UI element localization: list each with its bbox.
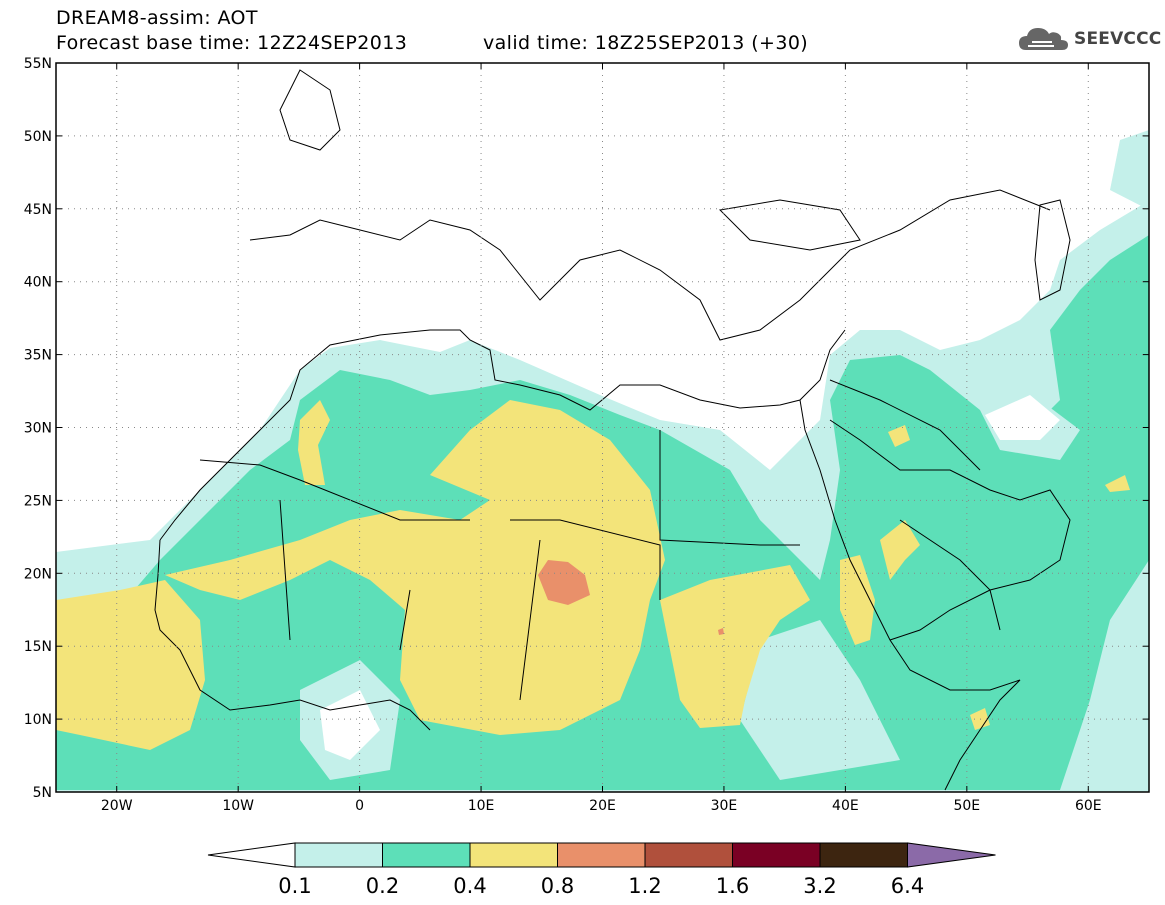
logo-text: SEEVCCC [1074, 29, 1162, 49]
colorbar-segment [294, 842, 383, 868]
clear-area-iran [985, 395, 1060, 440]
lon-tick-label: 20E [589, 798, 616, 814]
lat-tick-label: 10N [24, 712, 52, 728]
aot-contour-0.8-chad [538, 560, 590, 605]
lat-tick-label: 55N [24, 56, 52, 72]
coastline-east-africa [799, 399, 1021, 791]
lat-tick-label: 45N [24, 202, 52, 218]
seevccc-logo: SEEVCCC [1018, 24, 1161, 54]
lon-tick-label: 20W [101, 798, 133, 814]
colorbar-label: 3.2 [803, 874, 836, 898]
cloud-icon [1019, 28, 1068, 50]
coastline-blacksea [718, 199, 861, 251]
aot-shading [56, 63, 1149, 792]
coastline-arabia [829, 419, 1071, 641]
colorbar-segment [732, 842, 821, 868]
coastline-uk [279, 69, 341, 151]
colorbar-label: 6.4 [891, 874, 924, 898]
aot-contour-0.4-sahara [165, 400, 665, 735]
colorbar-segment [819, 842, 908, 868]
colorbar-label: 1.6 [716, 874, 749, 898]
colorbar-label: 1.2 [628, 874, 661, 898]
lon-tick-label: 0 [355, 798, 364, 814]
lat-tick-label: 50N [24, 129, 52, 145]
colorbar: 0.1 0.2 0.4 0.8 1.2 1.6 3.2 6.4 [207, 842, 996, 898]
forecast-base-time: Forecast base time: 12Z24SEP2013 [56, 32, 408, 54]
border-saharan-1 [199, 459, 470, 521]
lat-tick-label: 30N [24, 421, 52, 437]
colorbar-segment [469, 842, 558, 868]
lon-tick-label: 60E [1075, 798, 1102, 814]
colorbar-segment [557, 842, 646, 868]
aot-contour-0.8-sudan [718, 628, 724, 635]
lon-tick-label: 50E [953, 798, 980, 814]
lat-tick-label: 35N [24, 348, 52, 364]
lat-tick-label: 5N [33, 785, 52, 801]
aot-contour-0.4-pakistan [1105, 475, 1130, 492]
colorbar-over-triangle [907, 842, 996, 868]
lat-tick-label: 15N [24, 639, 52, 655]
colorbar-label: 0.2 [366, 874, 399, 898]
lat-tick-label: 25N [24, 493, 52, 509]
aot-contour-0.1-north [1110, 130, 1149, 210]
colorbar-label: 0.1 [278, 874, 311, 898]
colorbar-label: 0.4 [453, 874, 486, 898]
coastline-west-africa [154, 539, 431, 731]
colorbar-under-triangle [207, 842, 296, 868]
map-title: DREAM8-assim: AOT [56, 7, 258, 29]
border-middle-east [829, 379, 1001, 631]
border-saharan-3 [519, 430, 800, 701]
coastline-europe [249, 189, 1051, 341]
lon-tick-label: 10W [222, 798, 254, 814]
aot-contour-0.4-iraq [888, 425, 910, 447]
border-saharan-2 [279, 499, 661, 651]
colorbar-segment [382, 842, 471, 868]
valid-time: valid time: 18Z25SEP2013 (+30) [483, 32, 809, 54]
coastline-caspian [1034, 199, 1071, 301]
aot-contour-0.4-arabia [880, 520, 920, 580]
colorbar-label: 0.8 [541, 874, 574, 898]
colorbar-segment [644, 842, 733, 868]
clear-area-coast-inner [320, 690, 380, 760]
clear-area-horn [740, 620, 900, 780]
lat-tick-label: 40N [24, 275, 52, 291]
lat-tick-label: 20N [24, 566, 52, 582]
aot-contour-0.4-west [56, 580, 205, 750]
lon-tick-label: 40E [832, 798, 859, 814]
lon-tick-label: 10E [468, 798, 495, 814]
country-borders [154, 69, 1071, 791]
coastline-north-africa [159, 329, 846, 541]
aot-contour-0.4-redsea [840, 555, 875, 645]
lon-tick-label: 30E [711, 798, 738, 814]
graticule [56, 63, 1149, 792]
aot-contour-0.4-atlas [298, 400, 330, 485]
axis-ticks: 5N 10N 15N 20N 25N 30N 35N 40N 45N 50N 55N 20W 10W 0 1… [24, 56, 1149, 814]
